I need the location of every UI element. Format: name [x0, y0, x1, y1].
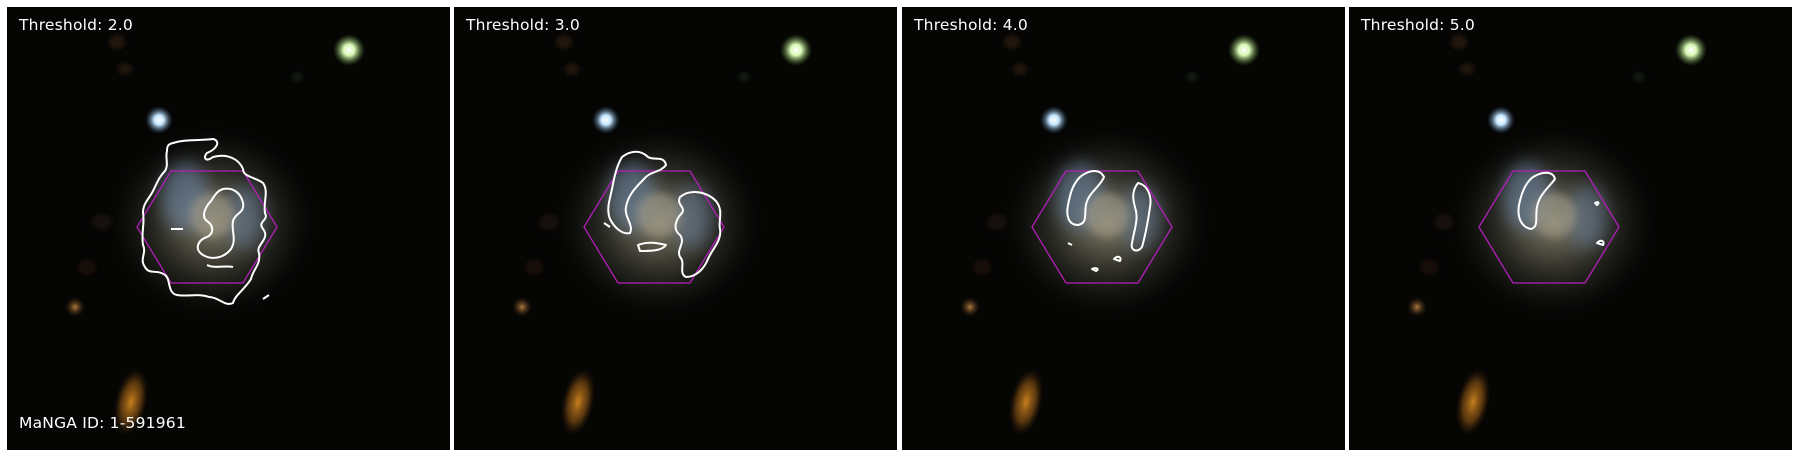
panel-threshold-2: Threshold: 2.0 MaNGA ID: 1-591961	[7, 7, 450, 450]
galaxy-image	[1349, 7, 1792, 450]
contour-lines	[1517, 171, 1605, 246]
panel-threshold-3: Threshold: 3.0	[454, 7, 897, 450]
threshold-label: Threshold: 4.0	[914, 16, 1028, 34]
contour-lines	[603, 150, 722, 278]
panel-threshold-5: Threshold: 5.0	[1349, 7, 1792, 450]
threshold-label: Threshold: 3.0	[466, 16, 580, 34]
galaxy-image	[902, 7, 1345, 450]
panel-threshold-4: Threshold: 4.0	[902, 7, 1345, 450]
galaxy-image	[7, 7, 450, 450]
threshold-label: Threshold: 2.0	[19, 16, 133, 34]
galaxy-image	[454, 7, 897, 450]
manga-id-label: MaNGA ID: 1-591961	[19, 414, 186, 432]
contour-lines	[141, 138, 270, 305]
contour-lines	[1066, 170, 1152, 272]
threshold-label: Threshold: 5.0	[1361, 16, 1475, 34]
